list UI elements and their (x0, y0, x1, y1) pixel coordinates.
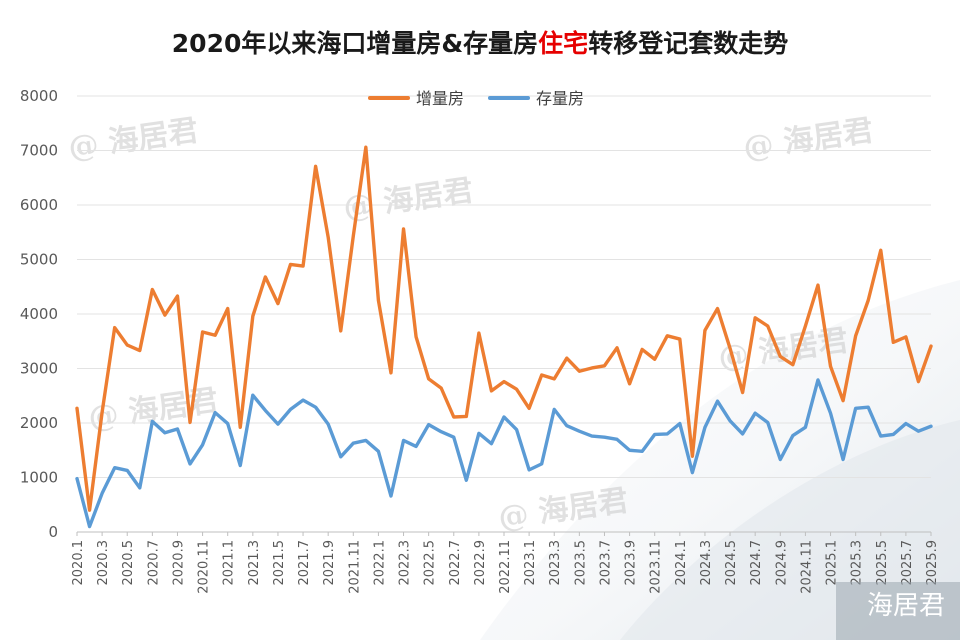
y-tick-label: 2000 (20, 414, 58, 432)
legend: 增量房 存量房 (368, 89, 584, 108)
x-tick-label: 2024.3 (699, 540, 714, 586)
x-tick-label: 2022.7 (448, 540, 463, 586)
x-tick-label: 2023.9 (624, 540, 639, 586)
x-tick-label: 2021.9 (322, 540, 337, 586)
series-lines (75, 145, 933, 529)
series-line-1 (75, 378, 933, 529)
x-tick-label: 2020.1 (71, 540, 86, 586)
x-tick-label: 2024.5 (724, 540, 739, 586)
series-line-0 (75, 145, 933, 512)
y-tick-label: 6000 (20, 196, 58, 214)
legend-label-0: 增量房 (416, 89, 464, 108)
x-tick-label: 2020.9 (171, 540, 186, 586)
title-part-1: 住宅 (538, 29, 588, 58)
x-tick-label: 2025.9 (925, 540, 940, 586)
x-tick-label: 2024.1 (674, 540, 689, 586)
x-tick-label: 2020.11 (197, 540, 212, 594)
x-tick-label: 2023.5 (573, 540, 588, 586)
x-tick-label: 2024.11 (799, 540, 814, 594)
x-tick-label: 2021.11 (347, 540, 362, 594)
y-axis-ticks: 0 1000 2000 3000 4000 5000 6000 7000 8000 (20, 87, 58, 541)
x-tick-label: 2025.1 (825, 540, 840, 586)
x-tick-label: 2022.11 (498, 540, 513, 594)
y-tick-label: 5000 (20, 251, 58, 269)
y-tick-label: 0 (48, 523, 58, 541)
chart-title: 2020年以来海口增量房&存量房住宅转移登记套数走势 (172, 29, 788, 58)
x-tick-label: 2021.3 (247, 540, 262, 586)
x-tick-label: 2021.7 (297, 540, 312, 586)
title-part-2: 转移登记套数走势 (588, 29, 788, 58)
x-tick-label: 2023.11 (649, 540, 664, 594)
x-tick-label: 2022.9 (473, 540, 488, 586)
x-tick-label: 2023.1 (523, 540, 538, 586)
title-part-0: 2020年以来海口增量房&存量房 (172, 29, 538, 58)
legend-label-1: 存量房 (536, 89, 584, 108)
x-axis-ticks: 2020.1 2020.3 2020.5 2020.7 2020.9 2020.11 202… (71, 532, 940, 594)
x-tick-label: 2020.3 (96, 540, 111, 586)
y-tick-label: 8000 (20, 87, 58, 105)
y-gridlines (77, 95, 931, 478)
y-tick-label: 3000 (20, 360, 58, 378)
x-tick-label: 2025.3 (850, 540, 865, 586)
y-tick-label: 1000 (20, 469, 58, 487)
x-tick-label: 2021.5 (272, 540, 287, 586)
x-tick-label: 2024.9 (774, 540, 789, 586)
corner-watermark: 海居君 (867, 591, 945, 621)
corner-mark-backdrop (836, 582, 960, 640)
x-tick-label: 2023.3 (548, 540, 563, 586)
x-tick-label: 2025.5 (875, 540, 890, 586)
x-tick-label: 2020.7 (146, 540, 161, 586)
x-tick-label: 2025.7 (900, 540, 915, 586)
x-tick-label: 2020.5 (121, 540, 136, 586)
x-tick-label: 2023.7 (598, 540, 613, 586)
x-tick-label: 2022.1 (372, 540, 387, 586)
y-tick-label: 4000 (20, 305, 58, 323)
x-tick-label: 2022.3 (398, 540, 413, 586)
y-tick-label: 7000 (20, 142, 58, 160)
x-tick-label: 2022.5 (423, 540, 438, 586)
x-tick-label: 2021.1 (222, 540, 237, 586)
x-tick-label: 2024.7 (749, 540, 764, 586)
